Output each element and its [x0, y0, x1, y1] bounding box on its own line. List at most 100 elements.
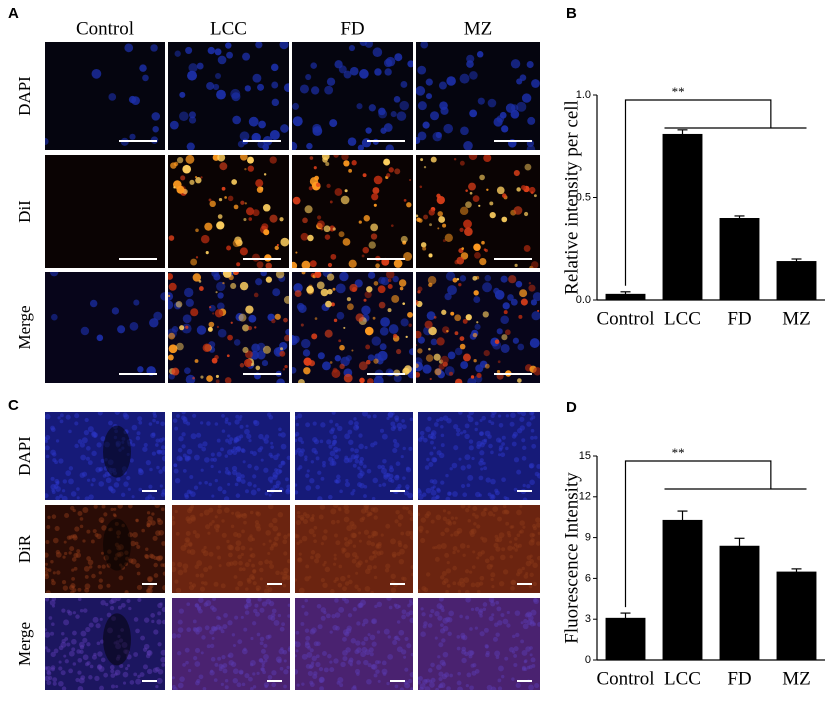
bar: [719, 545, 760, 660]
texture: [535, 517, 540, 523]
dye-spot: [468, 155, 478, 161]
texture: [297, 514, 301, 518]
nucleus: [226, 51, 233, 59]
texture: [75, 614, 80, 619]
dye-spot: [245, 305, 254, 314]
dye-spot: [255, 365, 261, 371]
dye-spot: [463, 219, 472, 229]
dye-spot: [363, 215, 370, 222]
dye-spot: [513, 206, 523, 215]
dye-spot: [479, 174, 485, 181]
dye-spot: [303, 367, 311, 375]
texture: [172, 418, 178, 423]
texture: [350, 454, 356, 460]
dye-spot: [423, 166, 427, 169]
error-bar: [734, 537, 745, 554]
texture: [194, 533, 201, 539]
dye-spot: [478, 204, 481, 207]
texture: [52, 537, 59, 544]
texture: [174, 579, 179, 584]
micrograph-bg: [168, 42, 289, 150]
texture: [80, 630, 87, 637]
dye-spot: [195, 177, 202, 184]
dye-spot: [434, 368, 442, 376]
texture: [390, 538, 396, 545]
texture: [64, 637, 69, 641]
texture: [474, 421, 479, 426]
texture: [467, 505, 471, 509]
texture: [372, 414, 377, 419]
nucleus: [343, 70, 352, 79]
texture: [176, 455, 183, 462]
texture: [200, 468, 204, 472]
texture: [249, 534, 253, 538]
nucleus: [383, 123, 393, 132]
texture: [176, 414, 180, 418]
texture: [295, 630, 300, 635]
nucleus: [214, 48, 222, 56]
dye-spot: [459, 343, 466, 350]
texture: [296, 541, 300, 546]
texture: [190, 433, 197, 440]
texture: [267, 614, 273, 620]
texture: [208, 565, 213, 570]
texture: [142, 664, 149, 670]
texture: [57, 416, 61, 420]
dye-spot: [372, 187, 380, 194]
dye-spot: [363, 298, 367, 302]
texture: [528, 584, 533, 589]
micrograph-bg: [292, 155, 413, 268]
texture: [467, 474, 474, 481]
texture: [456, 635, 461, 639]
texture: [250, 489, 257, 496]
texture: [377, 464, 382, 470]
dye-spot: [497, 360, 501, 364]
dye-spot: [271, 318, 276, 324]
texture: [217, 656, 222, 661]
dye-spot: [514, 263, 518, 267]
texture: [264, 659, 268, 663]
dye-spot: [373, 175, 383, 185]
texture: [490, 572, 496, 578]
nucleus: [186, 142, 195, 150]
nucleus: [169, 120, 179, 130]
micrograph-content: [416, 272, 540, 383]
texture: [492, 636, 499, 642]
dye-spot: [403, 199, 407, 202]
texture: [161, 607, 165, 613]
texture: [124, 590, 129, 593]
dye-spot: [222, 272, 232, 278]
texture: [74, 421, 79, 426]
nucleus: [510, 59, 521, 69]
texture: [528, 539, 535, 546]
texture: [157, 519, 164, 526]
texture: [161, 619, 165, 625]
texture: [489, 555, 495, 561]
texture: [249, 510, 254, 515]
texture: [271, 682, 277, 688]
texture: [222, 668, 228, 674]
texture: [136, 431, 141, 436]
texture: [446, 491, 452, 497]
dye-spot: [192, 376, 195, 380]
nucleus: [526, 61, 534, 69]
texture: [172, 566, 177, 573]
texture: [135, 563, 141, 569]
dye-spot: [239, 155, 248, 161]
texture: [45, 436, 48, 442]
texture: [287, 533, 290, 537]
texture: [424, 465, 430, 470]
texture: [444, 527, 450, 533]
dye-spot: [269, 156, 277, 164]
texture: [45, 413, 51, 420]
texture: [428, 613, 433, 618]
dye-spot: [339, 363, 345, 370]
dye-spot: [279, 217, 284, 222]
texture: [51, 578, 55, 582]
dye-spot: [417, 286, 423, 292]
dye-spot: [185, 325, 189, 329]
texture: [119, 663, 124, 669]
texture: [175, 531, 180, 536]
texture: [449, 673, 453, 678]
nucleus: [469, 109, 478, 118]
